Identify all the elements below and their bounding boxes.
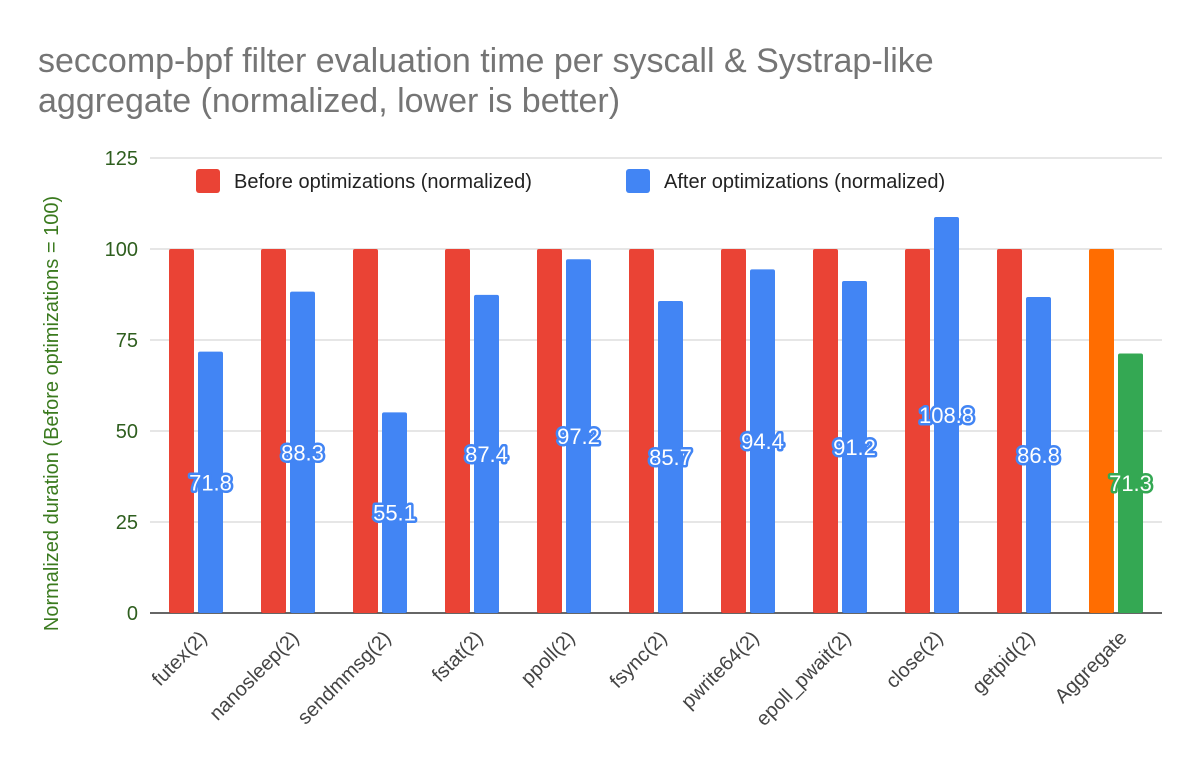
data-label: 88.3	[281, 440, 324, 465]
y-axis-label: Normalized duration (Before optimization…	[41, 196, 63, 631]
y-tick-label: 100	[105, 239, 138, 261]
legend-swatch	[196, 169, 220, 193]
bar-after	[934, 216, 959, 613]
data-label: 55.1	[373, 501, 416, 526]
data-label: 108.8	[919, 403, 974, 428]
x-tick-label: nanosleep(2)	[205, 627, 303, 725]
bar-after	[1118, 353, 1143, 613]
bar-before	[721, 249, 746, 613]
bars	[169, 216, 1143, 613]
data-label: 71.8	[189, 470, 232, 495]
gridlines	[150, 157, 1162, 614]
x-tick-label: pwrite64(2)	[677, 627, 763, 713]
bar-before	[445, 249, 470, 613]
bar-before	[261, 249, 286, 613]
bar-after	[750, 269, 775, 613]
data-label: 71.3	[1109, 471, 1152, 496]
bar-after	[474, 294, 499, 613]
bar-after	[842, 281, 867, 613]
legend-label: Before optimizations (normalized)	[234, 171, 532, 193]
x-tick-label: sendmmsg(2)	[294, 627, 396, 729]
data-label: 85.7	[649, 445, 692, 470]
chart-title-line: aggregate (normalized, lower is better)	[38, 82, 620, 120]
data-labels: 71.8 88.3 55.1 87.4 97.2 85.7 94.4 91.2 108.8 86.…	[187, 400, 1155, 528]
data-label: 91.2	[833, 435, 876, 460]
data-label: 86.8	[1017, 443, 1060, 468]
x-tick-label: futex(2)	[148, 627, 212, 691]
bar-before	[905, 249, 930, 613]
bar-after	[290, 291, 315, 613]
x-tick-label: fsync(2)	[606, 627, 672, 693]
y-tick-label: 125	[105, 148, 138, 170]
bar-after	[566, 259, 591, 613]
x-axis-ticks: futex(2)nanosleep(2)sendmmsg(2) fstat(2) p…	[148, 627, 1132, 731]
y-tick-label: 25	[116, 512, 138, 534]
bar-after	[198, 351, 223, 613]
legend-label: After optimizations (normalized)	[664, 171, 945, 193]
x-tick-label: getpid(2)	[968, 627, 1039, 698]
bar-after	[658, 301, 683, 613]
y-axis-label-text: Normalized duration (Before optimization…	[41, 196, 63, 631]
x-tick-label: epoll_pwait(2)	[752, 627, 856, 731]
bar-after	[1026, 297, 1051, 613]
chart-title: seccomp-bpf filter evaluation time per s…	[38, 42, 934, 120]
chart-title-line: seccomp-bpf filter evaluation time per s…	[38, 42, 934, 80]
bar-before	[629, 249, 654, 613]
y-tick-label: 50	[116, 421, 138, 443]
x-tick-label: ppoll(2)	[517, 627, 580, 690]
y-tick-label: 75	[116, 330, 138, 352]
bar-before	[537, 249, 562, 613]
x-tick-label: Aggregate	[1051, 627, 1132, 708]
x-tick-label: fstat(2)	[428, 627, 488, 687]
bar-before	[169, 249, 194, 613]
bar-before	[997, 249, 1022, 613]
bar-before	[813, 249, 838, 613]
bar-after	[382, 412, 407, 613]
legend-swatch	[626, 169, 650, 193]
data-label: 97.2	[557, 424, 600, 449]
legend: Before optimizations (normalized) After o…	[196, 169, 945, 193]
bar-before	[353, 249, 378, 613]
bar-before	[1089, 249, 1114, 613]
y-tick-label: 0	[127, 603, 138, 625]
y-axis-ticks: 0 25 50 75 100 125	[105, 148, 138, 625]
x-tick-label: close(2)	[882, 627, 948, 693]
data-label: 87.4	[465, 442, 508, 467]
data-label: 94.4	[741, 429, 784, 454]
